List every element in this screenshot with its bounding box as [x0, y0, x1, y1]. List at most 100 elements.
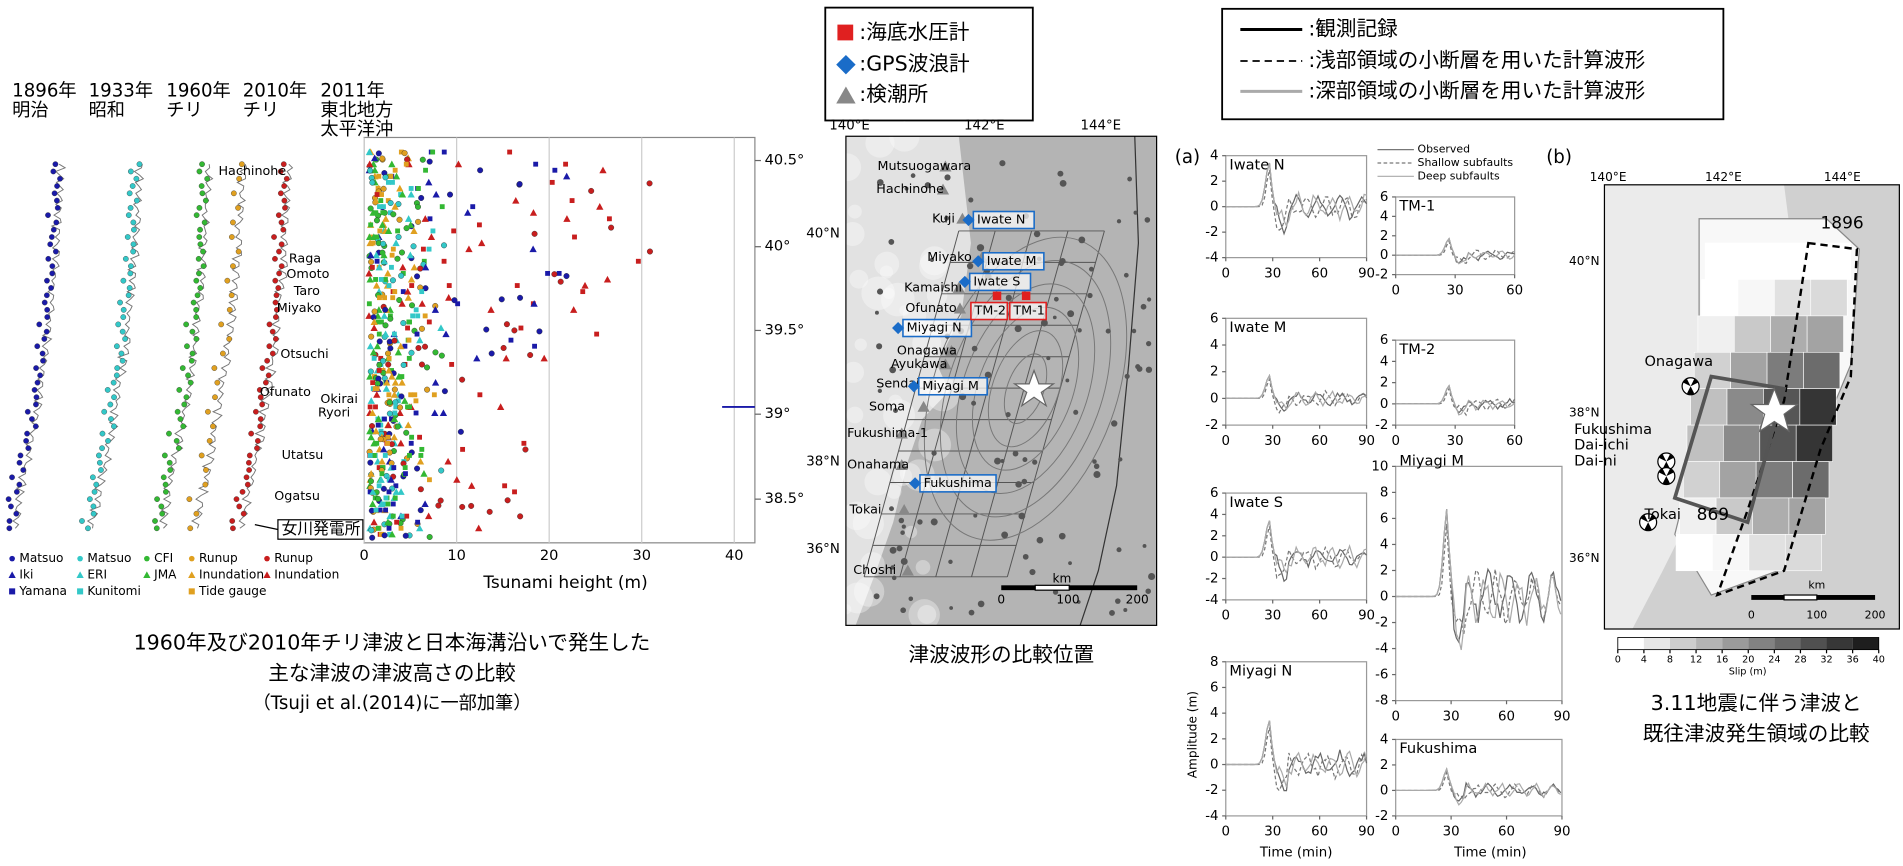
height-marker	[453, 476, 461, 483]
aftershock	[874, 310, 879, 315]
height-marker	[366, 342, 375, 350]
height-marker	[391, 203, 399, 210]
coast-marker	[49, 263, 56, 269]
height-marker	[386, 283, 392, 288]
height-marker	[512, 489, 517, 495]
height-marker	[374, 415, 383, 423]
y-tick-label: 6	[1210, 486, 1219, 501]
slip-cell	[1693, 351, 1731, 390]
coast-marker	[9, 474, 15, 481]
height-marker	[407, 275, 416, 283]
height-marker	[473, 354, 481, 362]
height-marker	[404, 215, 413, 222]
coast-marker	[179, 365, 186, 371]
legend-symbol	[77, 588, 84, 595]
coast-marker	[282, 205, 288, 211]
y-tick-label: -8	[1375, 694, 1388, 709]
coast-marker	[111, 394, 117, 401]
height-marker	[367, 205, 374, 212]
height-marker	[369, 488, 377, 495]
height-marker	[373, 404, 378, 410]
coast-marker	[36, 321, 43, 328]
coast-marker	[201, 219, 208, 226]
y-tick-label: 2	[1210, 365, 1219, 380]
height-marker	[431, 306, 440, 313]
slip-cell	[1814, 242, 1852, 280]
terrain	[879, 265, 894, 279]
height-marker	[445, 294, 453, 301]
height-marker	[421, 215, 429, 222]
height-marker	[413, 410, 419, 416]
y-tick-label: -2	[1205, 418, 1218, 433]
station-label: Kamaishi	[904, 280, 962, 295]
coast-marker	[90, 510, 97, 517]
aftershock	[1105, 328, 1111, 334]
coast-marker	[39, 350, 46, 357]
terrain	[842, 501, 871, 531]
gps-buoy	[962, 213, 975, 227]
coast-marker	[24, 408, 31, 415]
height-marker	[385, 434, 391, 440]
map-label: Dai-ni	[1574, 453, 1617, 470]
scale-tick: 0	[1748, 609, 1755, 622]
height-marker	[407, 221, 415, 228]
coast-marker	[196, 205, 203, 211]
y-tick-label: -4	[1205, 251, 1218, 266]
y-tick-label: 4	[1210, 706, 1219, 721]
height-marker	[382, 174, 389, 181]
colorbar-tick: 8	[1667, 654, 1673, 665]
coast-marker	[125, 212, 132, 219]
coast-marker	[20, 467, 27, 473]
station-label: Onahama	[847, 458, 909, 473]
height-marker	[410, 313, 416, 319]
x-tick-label: 60	[1498, 709, 1515, 724]
aftershock	[900, 558, 908, 565]
height-marker	[603, 275, 612, 283]
colorbar-cell	[1852, 637, 1879, 650]
height-marker	[421, 263, 430, 271]
coast-marker	[41, 299, 48, 306]
terrain	[833, 153, 862, 182]
lat-tick-label: 36°N	[806, 542, 840, 557]
coast-marker	[239, 489, 246, 495]
height-marker	[366, 275, 374, 283]
height-marker	[385, 198, 391, 204]
x-tick-label: 0	[1391, 825, 1400, 840]
height-marker	[370, 324, 378, 332]
tide-gauge	[939, 160, 952, 172]
lon-tick-label: 144°E	[1824, 170, 1861, 184]
coast-marker	[186, 496, 193, 502]
aftershock	[1087, 292, 1093, 299]
height-marker	[373, 342, 382, 350]
height-marker	[400, 320, 407, 327]
height-marker	[415, 218, 422, 225]
plant-pointer	[254, 524, 279, 531]
height-marker	[532, 343, 537, 349]
x-tick-label: 0	[1391, 434, 1400, 449]
y-tick-label: -2	[1375, 268, 1388, 283]
coast-marker	[44, 277, 50, 284]
height-marker	[385, 361, 392, 368]
coast-marker	[6, 518, 13, 524]
coast-marker	[87, 496, 93, 502]
coast-marker	[272, 299, 279, 306]
coast-marker	[13, 489, 20, 495]
coast-marker	[199, 161, 205, 168]
height-marker	[381, 204, 386, 210]
slip-cell	[1774, 279, 1812, 317]
height-marker	[382, 277, 388, 282]
height-marker	[507, 149, 513, 155]
height-marker	[459, 503, 466, 510]
aftershock	[1015, 481, 1022, 488]
x-tick-label: 10	[447, 547, 466, 564]
aftershock	[917, 519, 923, 525]
x-tick-label: 30	[1264, 266, 1281, 281]
height-marker	[391, 386, 398, 393]
coast-marker	[196, 234, 203, 240]
height-marker	[417, 434, 423, 440]
legend-symbol	[9, 588, 16, 595]
height-marker	[385, 179, 391, 185]
height-marker	[382, 306, 389, 313]
terrain	[919, 251, 948, 280]
height-marker	[378, 422, 384, 428]
